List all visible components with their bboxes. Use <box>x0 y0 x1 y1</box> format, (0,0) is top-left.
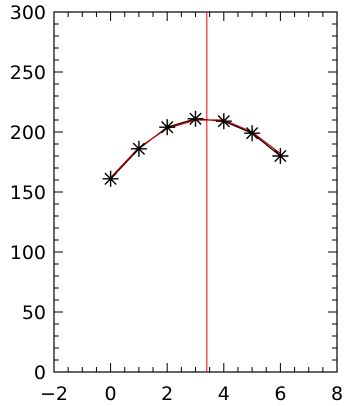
x-tick-label: −2 <box>40 383 68 405</box>
y-tick-label: 200 <box>10 122 46 144</box>
x-tick-label: 0 <box>105 383 117 405</box>
y-tick-label: 50 <box>22 302 46 324</box>
x-tick-label: 8 <box>331 383 343 405</box>
y-tick-label: 100 <box>10 242 46 264</box>
data-point <box>272 148 289 164</box>
data-point <box>159 119 176 136</box>
data-point <box>244 125 261 142</box>
data-point <box>102 170 119 187</box>
x-tick-label: 4 <box>218 383 230 405</box>
y-tick-label: 250 <box>10 62 46 84</box>
x-tick-label: 6 <box>274 383 286 405</box>
plot-frame <box>53 11 338 373</box>
y-tick-label: 0 <box>34 362 46 384</box>
y-tick-label: 150 <box>10 182 46 204</box>
data-point <box>215 113 232 130</box>
data-point <box>187 110 204 127</box>
y-tick-label: 300 <box>10 2 46 24</box>
x-tick-label: 2 <box>161 383 173 405</box>
data-point <box>130 140 147 157</box>
